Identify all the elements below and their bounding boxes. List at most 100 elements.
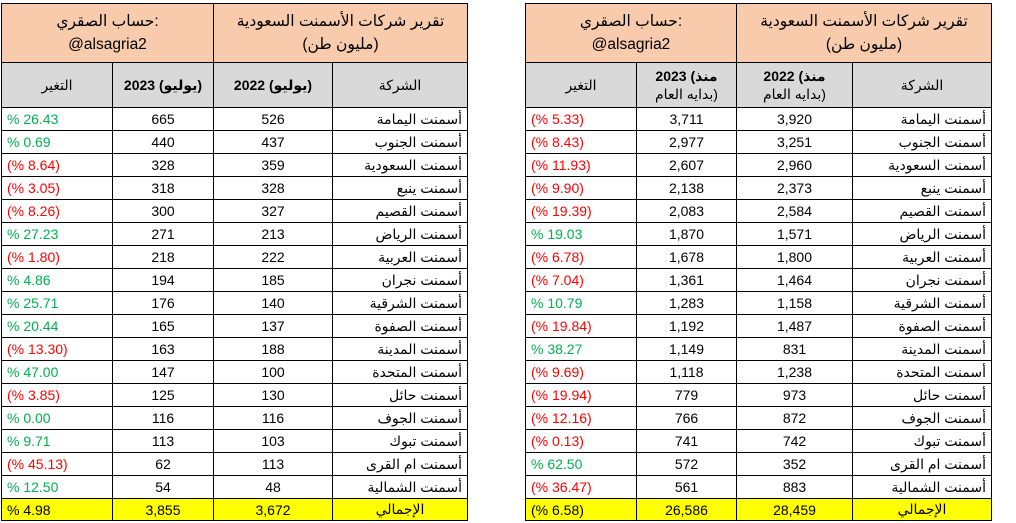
value-2023-cell: 1,870 — [636, 222, 737, 246]
company-name-cell: أسمنت ام القرى — [332, 452, 468, 476]
value-2023-cell: 1,361 — [636, 268, 737, 292]
value-2022-cell: 1,487 — [736, 314, 853, 338]
value-2023-cell: 1,192 — [636, 314, 737, 338]
value-2022-cell: 359 — [213, 153, 333, 177]
value-2023-cell: 2,977 — [636, 130, 737, 154]
report-header-row: حساب الصقري: @alsagria2 تقرير شركات الأس… — [525, 3, 992, 63]
company-name-cell: أسمنت الجنوب — [332, 130, 468, 154]
table-row: (% 0.13) 741 742 أسمنت تبوك — [525, 429, 992, 453]
table-row: (% 3.05) 318 328 أسمنت ينبع — [1, 176, 468, 200]
change-cell: % 38.27 — [525, 337, 637, 361]
report-header-row: حساب الصقري: @alsagria2 تقرير شركات الأس… — [1, 3, 468, 63]
value-2023-cell: 2,607 — [636, 153, 737, 177]
company-name-cell: أسمنت تبوك — [332, 429, 468, 453]
change-cell: % 26.43 — [1, 107, 113, 131]
change-cell: (% 3.85) — [1, 383, 113, 407]
total-2023: 3,855 — [112, 498, 214, 521]
account-handle: @alsagria2 — [68, 36, 147, 53]
change-cell: % 4.86 — [1, 268, 113, 292]
value-2023-cell: 62 — [112, 452, 214, 476]
change-cell: (% 45.13) — [1, 452, 113, 476]
change-cell: % 62.50 — [525, 452, 637, 476]
value-2023-cell: 3,711 — [636, 107, 737, 131]
change-cell: (% 5.33) — [525, 107, 637, 131]
table-row: (% 12.16) 766 872 أسمنت الجوف — [525, 406, 992, 430]
total-label: الإجمالي — [332, 498, 468, 521]
value-2023-cell: 218 — [112, 245, 214, 269]
value-2022-cell: 352 — [736, 452, 853, 476]
left-report-table: حساب الصقري: @alsagria2 تقرير شركات الأس… — [1, 3, 468, 521]
value-2023-cell: 572 — [636, 452, 737, 476]
table-row: % 19.03 1,870 1,571 أسمنت الرياض — [525, 222, 992, 246]
value-2023-cell: 1,149 — [636, 337, 737, 361]
change-cell: (% 12.16) — [525, 406, 637, 430]
change-cell: (% 9.90) — [525, 176, 637, 200]
table-row: (% 19.94) 779 973 أسمنت حائل — [525, 383, 992, 407]
value-2022-cell: 137 — [213, 314, 333, 338]
table-row: % 12.50 54 48 أسمنت الشمالية — [1, 475, 468, 499]
column-header-2023-line2: بدايه العام) — [655, 86, 718, 102]
change-cell: (% 3.05) — [1, 176, 113, 200]
report-title-cell: تقرير شركات الأسمنت السعودية (مليون طن) — [213, 3, 468, 63]
company-name-cell: أسمنت الصفوة — [852, 314, 992, 338]
column-header-2022-line2: بدايه العام) — [763, 86, 826, 102]
value-2023-cell: 176 — [112, 291, 214, 315]
change-cell: (% 9.69) — [525, 360, 637, 384]
value-2022-cell: 116 — [213, 406, 333, 430]
company-name-cell: أسمنت اليمامة — [852, 107, 992, 131]
value-2023-cell: 1,118 — [636, 360, 737, 384]
value-2022-cell: 222 — [213, 245, 333, 269]
value-2022-cell: 1,238 — [736, 360, 853, 384]
company-name-cell: أسمنت الصفوة — [332, 314, 468, 338]
table-row: (% 7.04) 1,361 1,464 أسمنت نجران — [525, 268, 992, 292]
value-2023-cell: 163 — [112, 337, 214, 361]
column-header-2023: 2023 (منذ بدايه العام) — [636, 62, 737, 108]
value-2023-cell: 194 — [112, 268, 214, 292]
value-2023-cell: 318 — [112, 176, 214, 200]
change-cell: (% 8.26) — [1, 199, 113, 223]
value-2023-cell: 113 — [112, 429, 214, 453]
table-row: % 38.27 1,149 831 أسمنت المدينة — [525, 337, 992, 361]
company-name-cell: أسمنت الجنوب — [852, 130, 992, 154]
table-row: (% 9.90) 2,138 2,373 أسمنت ينبع — [525, 176, 992, 200]
company-name-cell: أسمنت نجران — [332, 268, 468, 292]
report-unit: (مليون طن) — [825, 36, 903, 53]
change-cell: (% 13.30) — [1, 337, 113, 361]
total-row: % 4.98 3,855 3,672 الإجمالي — [1, 498, 468, 521]
value-2022-cell: 48 — [213, 475, 333, 499]
column-header-company: الشركة — [332, 62, 468, 108]
value-2023-cell: 2,138 — [636, 176, 737, 200]
table-row: (% 8.43) 2,977 3,251 أسمنت الجنوب — [525, 130, 992, 154]
table-row: (% 45.13) 62 113 أسمنت ام القرى — [1, 452, 468, 476]
value-2023-cell: 561 — [636, 475, 737, 499]
table-row: (% 5.33) 3,711 3,920 أسمنت اليمامة — [525, 107, 992, 131]
value-2022-cell: 113 — [213, 452, 333, 476]
value-2023-cell: 116 — [112, 406, 214, 430]
report-title: تقرير شركات الأسمنت السعودية — [236, 13, 445, 30]
value-2022-cell: 973 — [736, 383, 853, 407]
value-2022-cell: 2,584 — [736, 199, 853, 223]
value-2022-cell: 100 — [213, 360, 333, 384]
value-2023-cell: 2,083 — [636, 199, 737, 223]
total-label: الإجمالي — [852, 498, 992, 521]
table-row: % 9.71 113 103 أسمنت تبوك — [1, 429, 468, 453]
change-cell: (% 1.80) — [1, 245, 113, 269]
left-table-body: % 26.43 665 526 أسمنت اليمامة% 0.69 440 437 أس… — [1, 107, 468, 499]
value-2023-cell: 147 — [112, 360, 214, 384]
table-row: (% 8.26) 300 327 أسمنت القصيم — [1, 199, 468, 223]
table-row: % 0.00 116 116 أسمنت الجوف — [1, 406, 468, 430]
change-cell: (% 6.78) — [525, 245, 637, 269]
company-name-cell: أسمنت المدينة — [852, 337, 992, 361]
value-2023-cell: 165 — [112, 314, 214, 338]
company-name-cell: أسمنت المتحدة — [332, 360, 468, 384]
value-2023-cell: 665 — [112, 107, 214, 131]
value-2023-cell: 328 — [112, 153, 214, 177]
account-cell: حساب الصقري: @alsagria2 — [525, 3, 737, 63]
company-name-cell: أسمنت الجوف — [852, 406, 992, 430]
value-2022-cell: 872 — [736, 406, 853, 430]
change-cell: (% 19.94) — [525, 383, 637, 407]
change-cell: % 9.71 — [1, 429, 113, 453]
account-cell: حساب الصقري: @alsagria2 — [1, 3, 214, 63]
value-2022-cell: 188 — [213, 337, 333, 361]
company-name-cell: أسمنت السعودية — [332, 153, 468, 177]
